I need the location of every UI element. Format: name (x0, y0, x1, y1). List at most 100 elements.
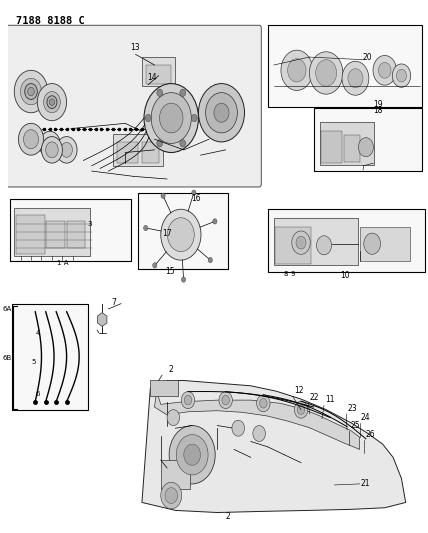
Circle shape (18, 123, 44, 155)
Bar (314, 109, 422, 171)
Circle shape (317, 236, 332, 255)
Bar (47, 221, 65, 248)
Text: 21: 21 (361, 479, 370, 488)
Circle shape (42, 136, 62, 163)
Text: 23: 23 (348, 404, 357, 413)
Text: 19: 19 (374, 100, 383, 109)
Circle shape (56, 136, 77, 163)
Circle shape (46, 142, 58, 158)
Circle shape (191, 114, 197, 122)
Circle shape (21, 78, 42, 105)
Circle shape (145, 114, 151, 122)
Bar (161, 460, 190, 489)
Circle shape (47, 96, 57, 109)
Circle shape (232, 420, 244, 436)
Circle shape (373, 55, 396, 85)
Bar (67, 221, 86, 248)
Bar (320, 122, 374, 165)
Bar (268, 25, 422, 108)
Circle shape (157, 140, 163, 147)
Circle shape (165, 488, 178, 504)
Bar (10, 199, 131, 261)
Circle shape (208, 257, 212, 263)
Circle shape (181, 277, 186, 282)
Circle shape (259, 399, 267, 408)
Text: 10: 10 (340, 271, 350, 280)
Bar (268, 209, 425, 272)
Text: 12: 12 (294, 386, 303, 395)
Circle shape (309, 52, 343, 94)
Bar (117, 142, 138, 163)
Text: 17: 17 (163, 229, 172, 238)
Bar (360, 227, 410, 261)
Text: 24: 24 (361, 413, 371, 422)
Circle shape (364, 233, 380, 254)
Circle shape (176, 434, 208, 475)
Bar (113, 134, 163, 166)
Circle shape (161, 209, 201, 260)
Circle shape (396, 69, 407, 82)
Text: 7: 7 (112, 298, 117, 307)
Circle shape (169, 425, 215, 484)
Circle shape (358, 138, 374, 157)
Circle shape (294, 401, 308, 418)
Circle shape (25, 84, 37, 100)
Circle shape (167, 217, 194, 252)
Text: 13: 13 (130, 43, 140, 52)
Text: 15: 15 (166, 266, 175, 276)
Bar (142, 142, 159, 163)
Circle shape (49, 99, 54, 106)
Circle shape (213, 219, 217, 224)
Bar (138, 193, 228, 269)
Circle shape (253, 425, 265, 441)
Text: 7188 8188 C: 7188 8188 C (16, 16, 85, 26)
Text: 6B: 6B (2, 354, 11, 361)
Text: 20: 20 (363, 53, 373, 62)
Bar (14, 208, 89, 256)
Circle shape (281, 50, 313, 91)
Text: 9: 9 (291, 271, 295, 277)
Polygon shape (98, 313, 107, 326)
Bar (275, 227, 311, 264)
Circle shape (144, 84, 199, 152)
Text: 1 A: 1 A (56, 260, 68, 265)
Bar (274, 217, 357, 265)
Circle shape (296, 236, 306, 249)
Circle shape (292, 231, 310, 254)
Bar (344, 135, 360, 161)
Circle shape (44, 137, 56, 152)
Bar (146, 65, 171, 84)
Circle shape (392, 64, 411, 87)
Text: 6A: 6A (2, 306, 11, 312)
Circle shape (161, 482, 182, 509)
Bar (150, 381, 178, 397)
FancyBboxPatch shape (6, 25, 261, 187)
Text: 2: 2 (226, 512, 230, 521)
Circle shape (27, 132, 39, 147)
Circle shape (342, 61, 369, 95)
Circle shape (378, 62, 391, 78)
Text: 8: 8 (283, 271, 288, 277)
Circle shape (144, 225, 148, 231)
Bar (15, 215, 45, 254)
Circle shape (214, 103, 229, 122)
Circle shape (184, 395, 192, 405)
Circle shape (180, 89, 186, 96)
Text: 3: 3 (87, 221, 92, 227)
Circle shape (316, 60, 336, 86)
Bar (12, 304, 87, 410)
Circle shape (160, 103, 183, 133)
Circle shape (219, 392, 232, 409)
Circle shape (288, 59, 306, 82)
Text: 5: 5 (32, 359, 36, 365)
Circle shape (153, 263, 157, 268)
Text: 26: 26 (365, 430, 374, 439)
Circle shape (181, 392, 195, 409)
Circle shape (151, 93, 191, 143)
Circle shape (199, 84, 244, 142)
Circle shape (24, 130, 39, 149)
Text: 6: 6 (36, 391, 40, 397)
Text: 11: 11 (325, 395, 335, 405)
Circle shape (23, 126, 44, 152)
Circle shape (180, 140, 186, 147)
